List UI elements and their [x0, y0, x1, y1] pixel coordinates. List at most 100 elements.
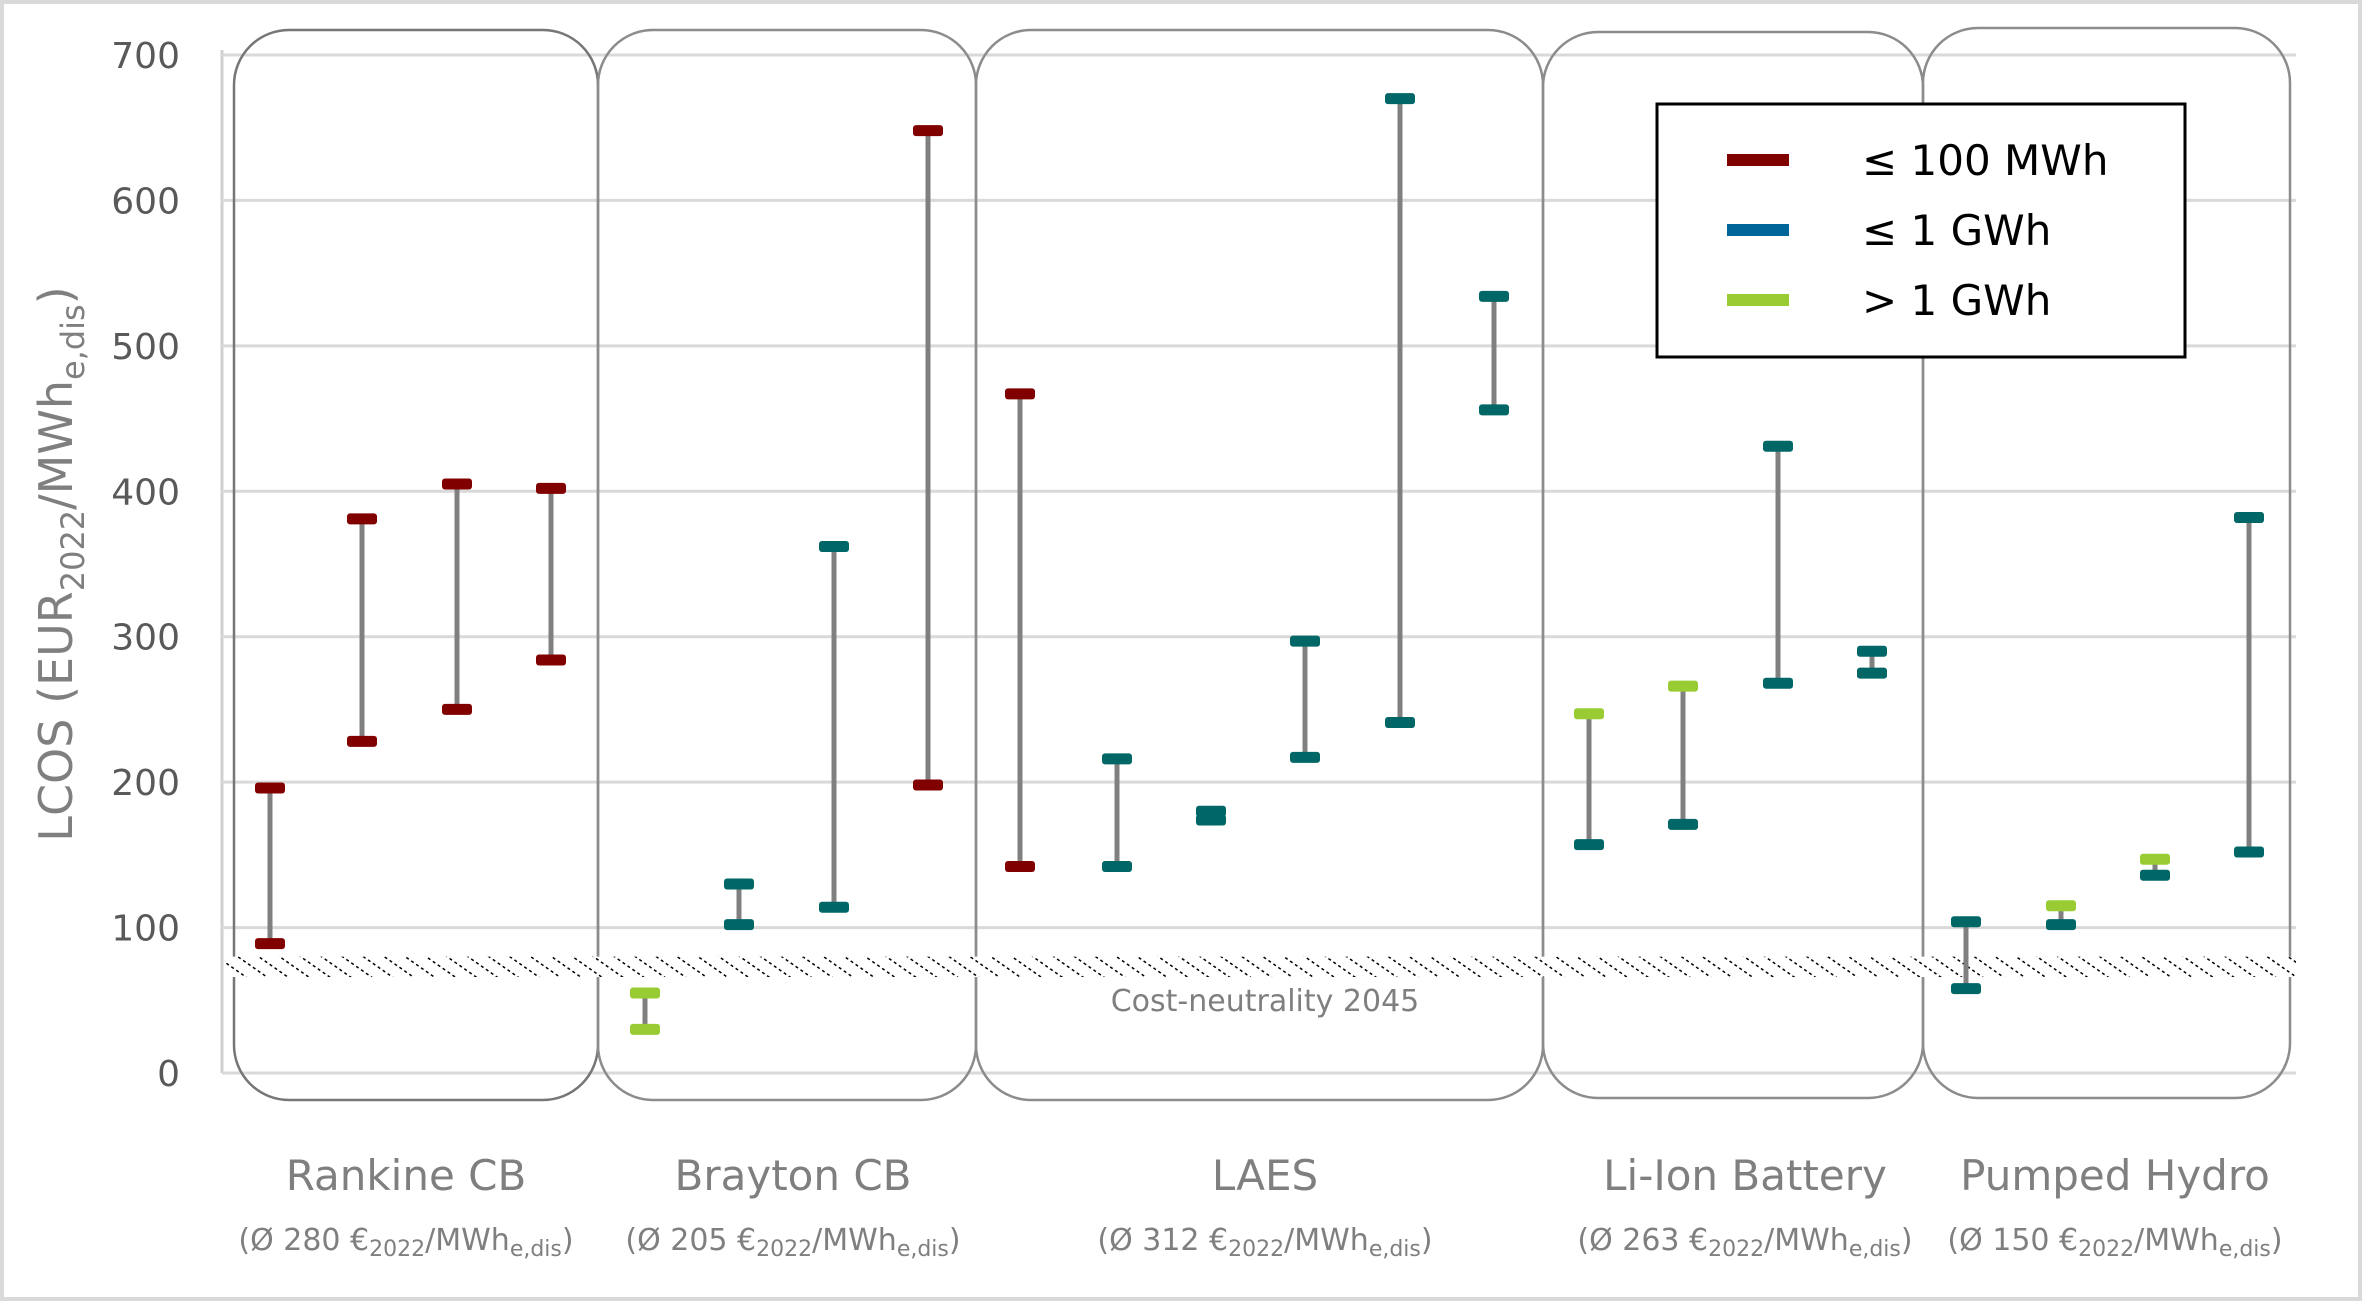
category-label: LAES: [1212, 1151, 1318, 1200]
avg-label-part: (Ø 312 €: [1097, 1223, 1228, 1258]
range-high-marker: [1385, 93, 1415, 105]
range-low-marker: [2046, 919, 2076, 931]
range-low-marker: [347, 735, 377, 747]
range-high-marker: [1196, 805, 1226, 817]
avg-label-part: 2022: [369, 1237, 425, 1262]
avg-label-part: /MWh: [2134, 1223, 2219, 1258]
avg-label-part: 2022: [1228, 1237, 1284, 1262]
reference-band-layer: Cost-neutrality 2045: [226, 956, 2296, 1019]
range-high-marker: [1102, 753, 1132, 765]
legend-swatch-small: [1727, 154, 1789, 166]
range-low-marker: [1857, 667, 1887, 679]
range-bar: [536, 482, 566, 666]
avg-label-part: 2022: [2078, 1237, 2134, 1262]
range-high-marker: [1005, 388, 1035, 400]
range-high-marker: [347, 513, 377, 525]
cost-neutrality-band: [226, 956, 2296, 978]
range-bar: [1763, 440, 1793, 689]
y-tick-label: 600: [111, 181, 180, 222]
range-low-marker: [819, 901, 849, 913]
y-tick-label: 0: [157, 1054, 180, 1095]
range-high-marker: [536, 482, 566, 494]
range-high-marker: [913, 125, 943, 137]
avg-label-part: ): [949, 1223, 961, 1258]
range-low-marker: [442, 703, 472, 715]
range-low-marker: [1574, 839, 1604, 851]
range-bar: [1005, 388, 1035, 872]
range-bar: [819, 541, 849, 913]
range-bar: [1196, 805, 1226, 826]
range-bar: [913, 125, 943, 791]
range-high-marker: [724, 878, 754, 890]
range-bar: [1385, 93, 1415, 729]
category-average-label: (Ø 312 €2022/MWhe,dis): [1097, 1223, 1432, 1262]
y-tick-label: 200: [111, 763, 180, 804]
range-low-marker: [1385, 717, 1415, 729]
avg-label-part: e,dis: [1849, 1237, 1901, 1262]
range-bar: [2234, 511, 2264, 858]
y-tick-label: 300: [111, 618, 180, 659]
range-low-marker: [913, 779, 943, 791]
avg-label-part: (Ø 263 €: [1577, 1223, 1708, 1258]
avg-label-part: e,dis: [1369, 1237, 1421, 1262]
avg-label-part: /MWh: [1284, 1223, 1369, 1258]
group-box-5: [1921, 26, 2292, 1100]
range-low-marker: [536, 654, 566, 666]
category-label: Li-Ion Battery: [1603, 1151, 1887, 1200]
avg-label-part: /MWh: [1764, 1223, 1849, 1258]
avg-label-part: ): [1901, 1223, 1913, 1258]
range-bar: [1857, 645, 1887, 679]
group-laes: [1005, 93, 1509, 872]
group-box-3: [974, 28, 1545, 1102]
avg-label-part: (Ø 205 €: [625, 1223, 756, 1258]
avg-label-part: ): [1421, 1223, 1433, 1258]
range-bar: [1951, 916, 1981, 995]
group-brayton-cb: [630, 125, 943, 1035]
range-bar: [2046, 900, 2076, 931]
y-tick-label: 500: [111, 327, 180, 368]
avg-label-part: /MWh: [812, 1223, 897, 1258]
range-high-marker: [2234, 511, 2264, 523]
range-high-marker: [1479, 290, 1509, 302]
range-low-marker: [2234, 846, 2264, 858]
avg-label-part: ): [562, 1223, 574, 1258]
legend-label-small: ≤ 100 MWh: [1862, 136, 2108, 185]
range-bar: [255, 782, 285, 950]
avg-label-part: 2022: [756, 1237, 812, 1262]
range-low-marker: [1196, 814, 1226, 826]
avg-label-part: (Ø 150 €: [1947, 1223, 2078, 1258]
y-tick-label: 100: [111, 909, 180, 950]
legend-swatch-medium: [1727, 224, 1789, 236]
range-bar: [1479, 290, 1509, 416]
category-label: Pumped Hydro: [1960, 1151, 2270, 1200]
range-bar: [724, 878, 754, 931]
group-box-1: [232, 28, 600, 1102]
group-li-ion-battery: [1574, 440, 1887, 851]
legend: ≤ 100 MWh ≤ 1 GWh > 1 GWh: [1655, 102, 2187, 359]
range-low-marker: [1668, 818, 1698, 830]
range-high-marker: [2140, 853, 2170, 865]
y-tick-label: 700: [111, 36, 180, 77]
cost-neutrality-label: Cost-neutrality 2045: [1111, 984, 1420, 1019]
range-bar: [1668, 680, 1698, 830]
avg-label-part: 2022: [1708, 1237, 1764, 1262]
range-low-marker: [1290, 751, 1320, 763]
category-labels: Rankine CB (Ø 280 €2022/MWhe,dis) Brayton …: [238, 1151, 2282, 1262]
y-tick-label: 400: [111, 472, 180, 513]
category-average-label: (Ø 150 €2022/MWhe,dis): [1947, 1223, 2282, 1262]
category-label: Rankine CB: [286, 1151, 527, 1200]
y-axis-ticks: 0 100 200 300 400 500 600 700: [111, 36, 180, 1095]
range-high-marker: [1763, 440, 1793, 452]
range-bar: [347, 513, 377, 747]
category-average-label: (Ø 280 €2022/MWhe,dis): [238, 1223, 573, 1262]
range-bar: [1574, 708, 1604, 851]
group-pumped-hydro: [1951, 511, 2264, 995]
range-low-marker: [2140, 869, 2170, 881]
category-label: Brayton CB: [675, 1151, 912, 1200]
category-average-label: (Ø 263 €2022/MWhe,dis): [1577, 1223, 1912, 1262]
group-boxes: [232, 26, 2292, 1102]
range-high-marker: [1668, 680, 1698, 692]
legend-label-medium: ≤ 1 GWh: [1862, 206, 2051, 255]
range-low-marker: [1479, 404, 1509, 416]
